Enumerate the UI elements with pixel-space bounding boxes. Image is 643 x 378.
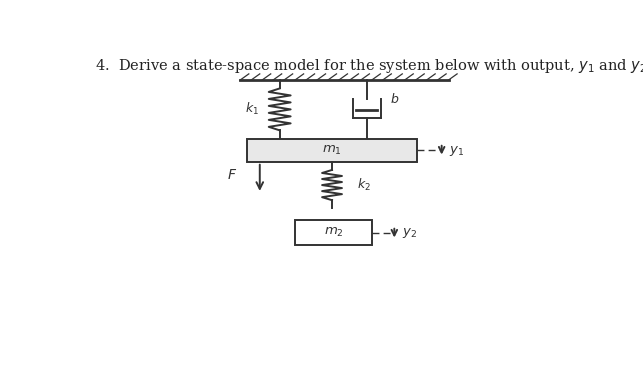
Text: $b$: $b$ [390,92,399,106]
Bar [294,220,372,245]
Text: $m_1$: $m_1$ [322,144,342,157]
Text: $y_1$: $y_1$ [449,144,464,158]
Text: $k_2$: $k_2$ [357,177,371,193]
Text: $y_2$: $y_2$ [402,226,417,240]
Text: $F$: $F$ [227,168,237,182]
Text: 4.  Derive a state-space model for the system below with output, $y_1$ and $y_2$: 4. Derive a state-space model for the sy… [95,56,643,74]
Bar [248,139,417,162]
Text: $m_2$: $m_2$ [323,226,343,239]
Text: $k_1$: $k_1$ [246,101,259,118]
